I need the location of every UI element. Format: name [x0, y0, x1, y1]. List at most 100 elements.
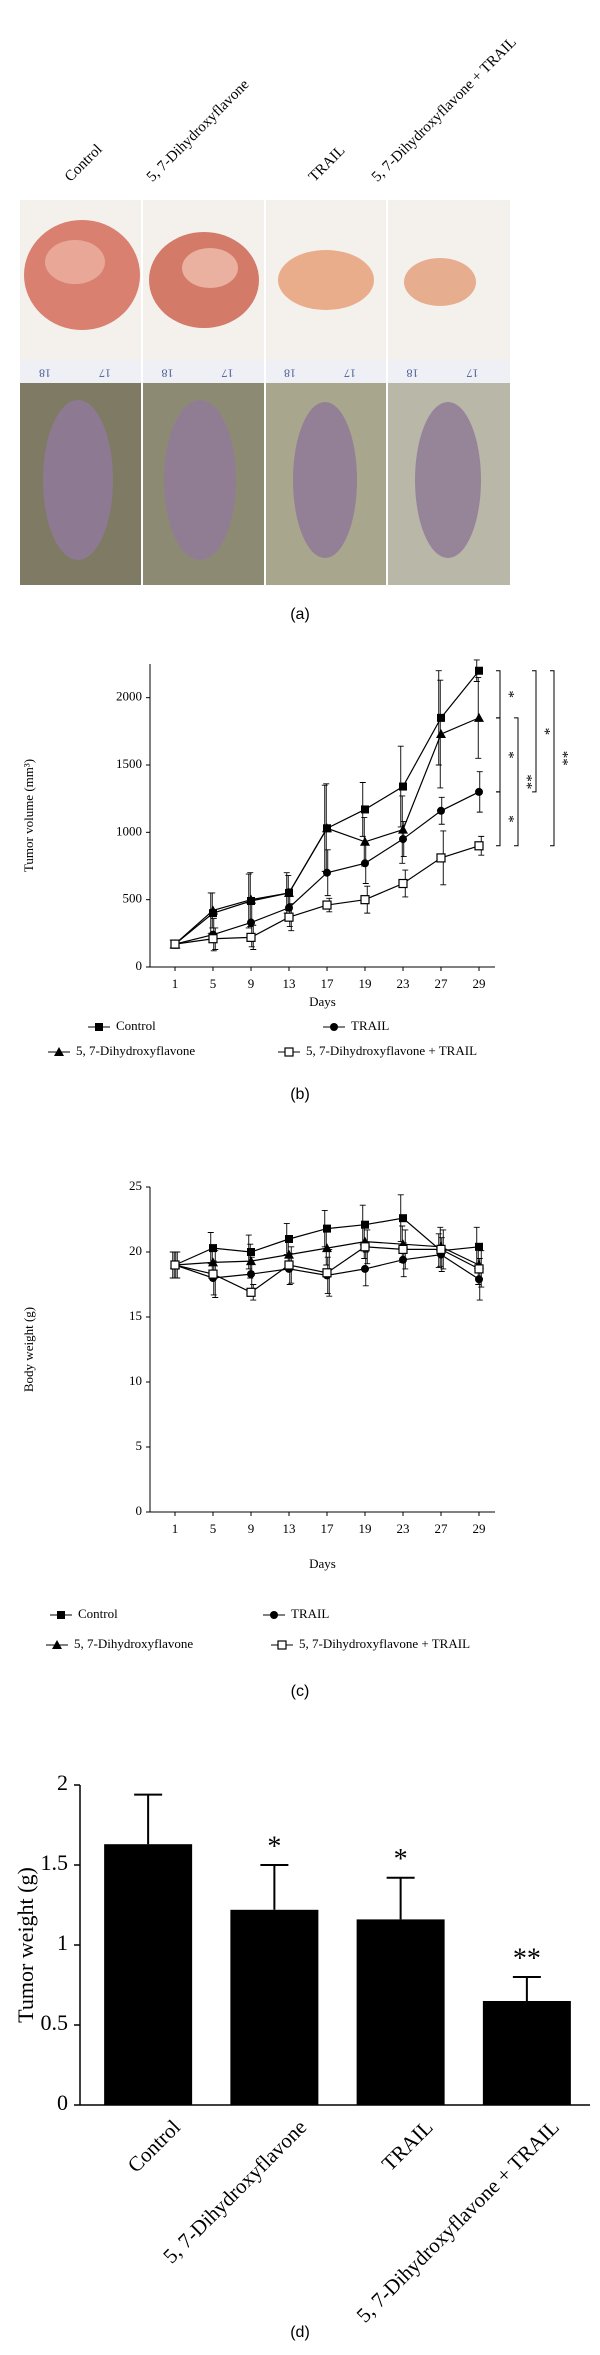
marker [322, 823, 332, 833]
x-tick-label: 23 [397, 1521, 410, 1536]
marker [95, 1023, 103, 1031]
error-bar [134, 1793, 163, 1845]
tumor [404, 258, 476, 306]
marker [475, 1275, 483, 1284]
significance-label: ** [555, 751, 571, 766]
legend-label: TRAIL [291, 1606, 329, 1621]
bar [482, 2001, 571, 2105]
y-tick-label: 15 [129, 1308, 142, 1323]
x-tick-label: 17 [321, 1521, 335, 1536]
marker [246, 1287, 256, 1297]
marker [208, 1269, 218, 1279]
marker [399, 835, 407, 844]
x-tick-label: 9 [248, 1521, 255, 1536]
x-tick-label: 1 [172, 1521, 179, 1536]
legend-label: 5, 7-Dihydroxyflavone [76, 1043, 195, 1058]
y-tick-label: 1 [57, 1930, 68, 1955]
marker [52, 1640, 62, 1649]
marker [246, 932, 256, 942]
legend-label: 5, 7-Dihydroxyflavone [74, 1636, 193, 1651]
marker [284, 1047, 294, 1057]
legend-label: TRAIL [351, 1018, 389, 1033]
marker [54, 1047, 64, 1056]
marker [436, 1244, 446, 1255]
marker [247, 1270, 255, 1279]
mouse [43, 400, 113, 560]
marker [277, 1640, 287, 1650]
marker [361, 859, 369, 868]
significance-bracket [496, 791, 501, 847]
x-tick-label: 19 [359, 976, 372, 991]
error-bar [386, 1876, 415, 1920]
marker [284, 1260, 294, 1270]
x-tick-label: Control [123, 2115, 185, 2177]
marker [270, 1611, 278, 1619]
ruler-label: 17 [99, 366, 111, 380]
y-tick-label: 0 [136, 1503, 143, 1518]
marker [284, 912, 294, 922]
caption: (c) [291, 1683, 310, 1700]
error-bar [260, 1864, 289, 1910]
ruler-label: 17 [344, 366, 356, 380]
marker [475, 666, 483, 675]
ruler-label: 17 [222, 366, 234, 380]
x-tick-label: 27 [435, 1521, 449, 1536]
y-tick-label: 1.5 [41, 1850, 69, 1875]
significance-bracket [532, 670, 537, 793]
y-tick-label: 0 [57, 2090, 68, 2115]
tumor [45, 240, 105, 284]
x-tick-label: 5, 7-Dihydroxyflavone [158, 2115, 311, 2268]
x-tick-label: 17 [321, 976, 335, 991]
y-tick-label: 25 [129, 1178, 142, 1193]
x-tick-label: 13 [283, 1521, 296, 1536]
x-tick-label: 5 [210, 1521, 217, 1536]
marker [246, 894, 256, 904]
x-axis-title: Days [309, 994, 336, 1009]
y-tick-label: 0.5 [41, 2010, 69, 2035]
marker [361, 805, 369, 814]
ruler-label: 18 [284, 366, 296, 380]
marker [57, 1611, 65, 1619]
y-tick-label: 2000 [116, 689, 142, 704]
tumor [182, 248, 238, 288]
group-label: 5, 7-Dihydroxyflavone [144, 76, 253, 185]
marker [361, 1264, 369, 1273]
significance-bracket [496, 670, 501, 719]
x-axis-title: Days [309, 1556, 336, 1571]
marker [399, 782, 407, 791]
group-label: TRAIL [306, 143, 349, 186]
legend-label: 5, 7-Dihydroxyflavone + TRAIL [306, 1043, 477, 1058]
y-tick-label: 0 [136, 958, 143, 973]
significance-label: * [501, 691, 517, 699]
ruler-label: 18 [162, 366, 174, 380]
y-tick-label: 5 [136, 1438, 143, 1453]
marker [330, 1023, 338, 1031]
significance-label: ** [519, 774, 535, 789]
bar [230, 1909, 319, 2105]
marker [284, 887, 294, 897]
error-bar [512, 1976, 541, 2001]
marker [399, 1255, 407, 1264]
marker [475, 1242, 483, 1251]
marker [247, 1248, 255, 1256]
mouse [164, 400, 236, 560]
tumor [278, 250, 374, 310]
y-tick-label: 20 [129, 1243, 142, 1258]
x-tick-label: 23 [397, 976, 410, 991]
ruler-label: 18 [407, 366, 419, 380]
marker [209, 1244, 217, 1253]
marker [322, 900, 332, 910]
significance-label: * [501, 751, 517, 759]
marker [398, 1244, 408, 1255]
bar [356, 1919, 445, 2105]
marker [475, 787, 483, 796]
ruler-label: 17 [467, 366, 479, 380]
significance-label: * [537, 728, 553, 736]
y-tick-label: 500 [123, 891, 143, 906]
marker [170, 1260, 180, 1270]
marker [208, 905, 218, 915]
significance-label: * [501, 815, 517, 823]
tumor-photos [20, 200, 510, 585]
